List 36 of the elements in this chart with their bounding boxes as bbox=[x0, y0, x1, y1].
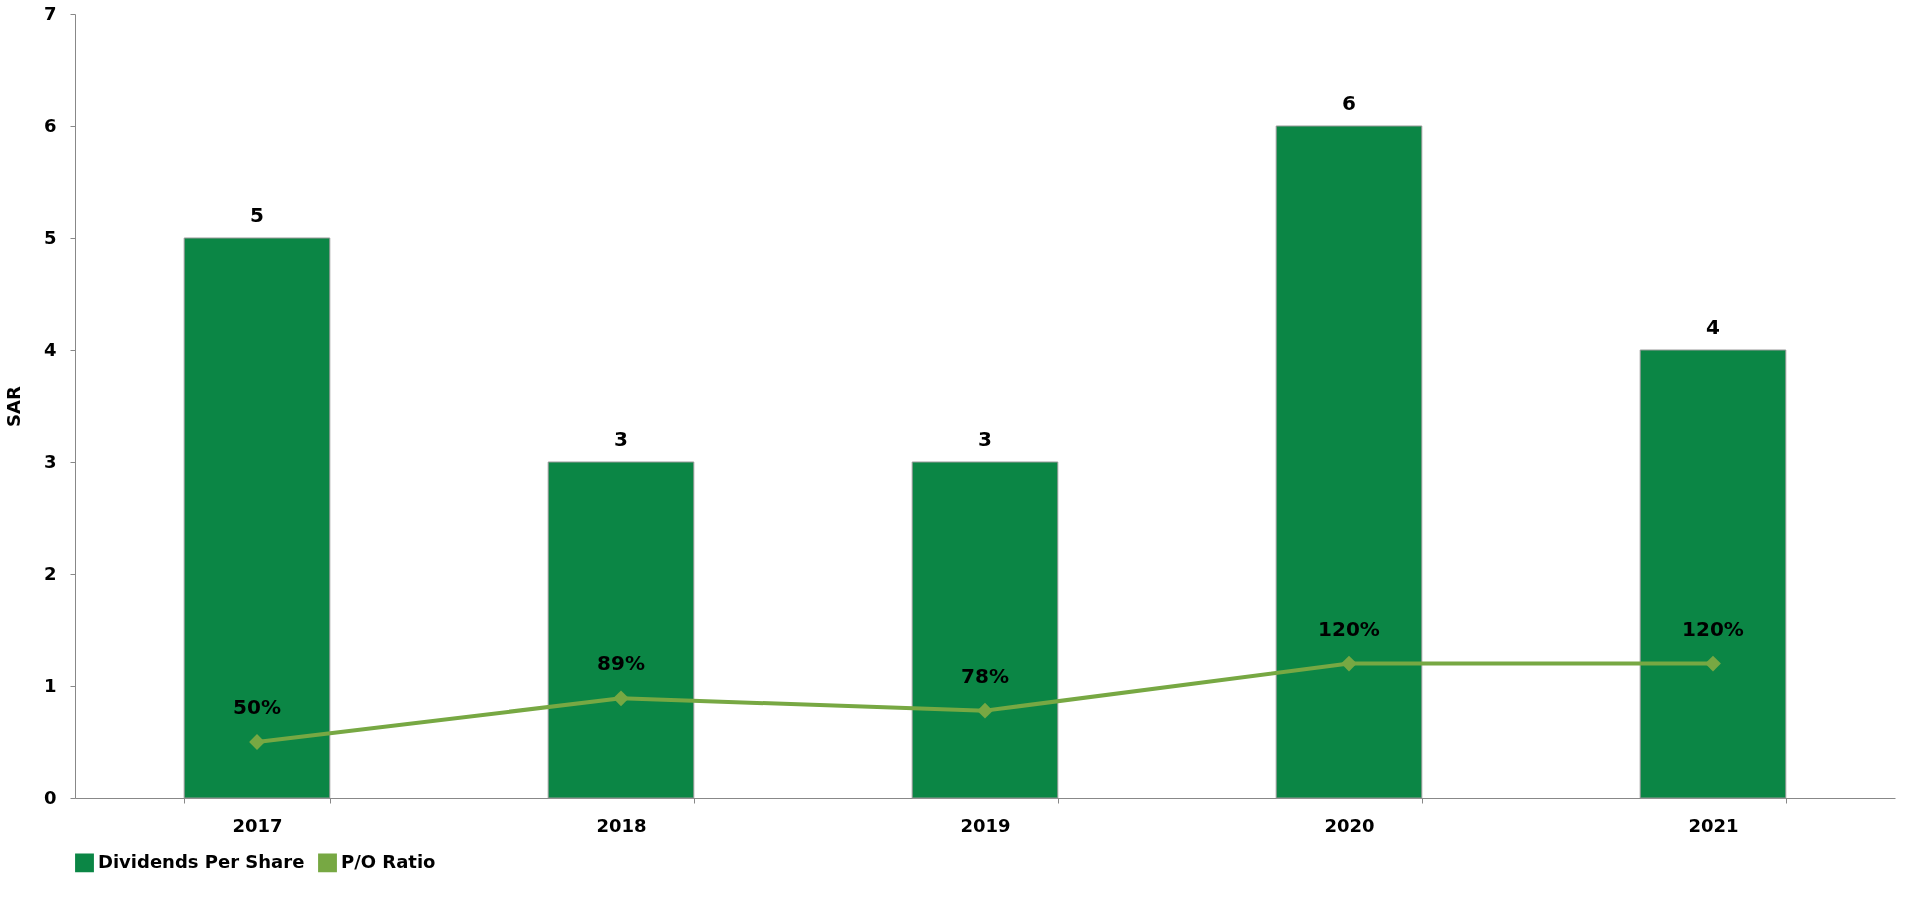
x-tick-label: 2019 bbox=[960, 814, 1011, 836]
data-label: 3 bbox=[614, 427, 628, 451]
y-tick-label: 3 bbox=[43, 450, 57, 472]
data-label: 120% bbox=[1682, 616, 1744, 641]
x-tick-label: 2018 bbox=[596, 814, 647, 836]
bar bbox=[1275, 125, 1423, 799]
y-tick-label: 1 bbox=[43, 674, 57, 696]
y-tick-label: 2 bbox=[43, 562, 57, 584]
bar bbox=[911, 461, 1059, 799]
point bbox=[1341, 655, 1357, 672]
x-tick-label: 2020 bbox=[1324, 814, 1375, 836]
y-tick-label: 6 bbox=[43, 114, 57, 136]
legend-label: P/O Ratio bbox=[341, 850, 436, 872]
data-label: 78% bbox=[961, 663, 1009, 688]
data-label: 3 bbox=[978, 427, 992, 451]
y-tick-label: 5 bbox=[43, 226, 57, 248]
y-tick-label: 7 bbox=[43, 2, 57, 24]
y-tick-label: 0 bbox=[43, 786, 57, 808]
bar bbox=[183, 237, 331, 799]
legend-label: Dividends Per Share bbox=[98, 850, 305, 872]
point bbox=[1705, 655, 1721, 672]
y-tick-label: 4 bbox=[43, 338, 57, 360]
bar bbox=[1639, 349, 1787, 799]
point bbox=[249, 734, 265, 750]
data-label: 120% bbox=[1318, 616, 1380, 641]
bar bbox=[547, 461, 695, 799]
data-label: 89% bbox=[597, 651, 645, 676]
y-axis-title: SAR bbox=[2, 385, 24, 427]
point bbox=[613, 690, 629, 707]
data-label: 4 bbox=[1706, 315, 1720, 339]
data-label: 5 bbox=[250, 203, 264, 227]
data-label: 50% bbox=[233, 695, 281, 719]
point bbox=[977, 702, 993, 719]
x-tick-label: 2017 bbox=[232, 814, 283, 836]
x-tick-label: 2021 bbox=[1688, 814, 1739, 836]
data-label: 6 bbox=[1342, 91, 1356, 115]
